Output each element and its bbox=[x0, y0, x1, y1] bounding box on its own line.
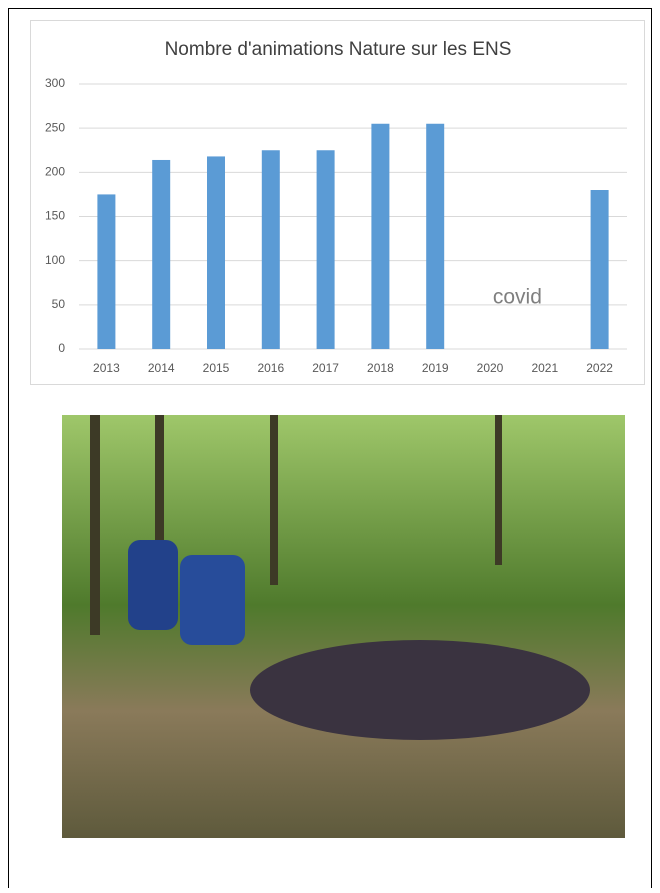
y-tick-label: 150 bbox=[45, 209, 65, 223]
bar bbox=[590, 190, 609, 349]
photo bbox=[62, 415, 625, 838]
tree bbox=[155, 415, 164, 615]
y-tick-label: 100 bbox=[45, 253, 65, 267]
y-tick-label: 200 bbox=[45, 165, 65, 179]
x-tick-label: 2018 bbox=[367, 361, 394, 375]
y-tick-label: 50 bbox=[52, 297, 66, 311]
x-tick-label: 2014 bbox=[148, 361, 175, 375]
group-of-children bbox=[250, 640, 590, 740]
chart-frame bbox=[30, 20, 645, 385]
chart: 0 50 100 150 200 250 300 2013 2014 2015 2016 2017 20… bbox=[45, 76, 627, 375]
x-tick-label: 2017 bbox=[312, 361, 339, 375]
annotation: covid bbox=[493, 286, 542, 309]
bar bbox=[426, 123, 445, 349]
person bbox=[128, 540, 178, 630]
x-tick-label: 2013 bbox=[93, 361, 120, 375]
tree bbox=[90, 415, 100, 635]
y-tick-label: 0 bbox=[58, 341, 65, 355]
x-tick-label: 2021 bbox=[531, 361, 558, 375]
x-tick-label: 2016 bbox=[257, 361, 284, 375]
y-tick-label: 300 bbox=[45, 76, 65, 90]
chart-title: Nombre d'animations Nature sur les ENS bbox=[165, 39, 512, 60]
bar bbox=[207, 156, 225, 349]
x-tick-label: 2020 bbox=[477, 361, 504, 375]
page-border bbox=[8, 8, 652, 893]
bar bbox=[152, 159, 171, 349]
tree bbox=[495, 415, 502, 565]
x-tick-label: 2019 bbox=[422, 361, 449, 375]
y-tick-label: 250 bbox=[45, 120, 65, 134]
tree bbox=[270, 415, 278, 585]
bar bbox=[97, 194, 116, 349]
bar bbox=[371, 123, 390, 349]
bar bbox=[316, 150, 335, 349]
person bbox=[180, 555, 245, 645]
x-tick-label: 2022 bbox=[586, 361, 613, 375]
bar bbox=[261, 150, 280, 349]
x-tick-label: 2015 bbox=[203, 361, 230, 375]
